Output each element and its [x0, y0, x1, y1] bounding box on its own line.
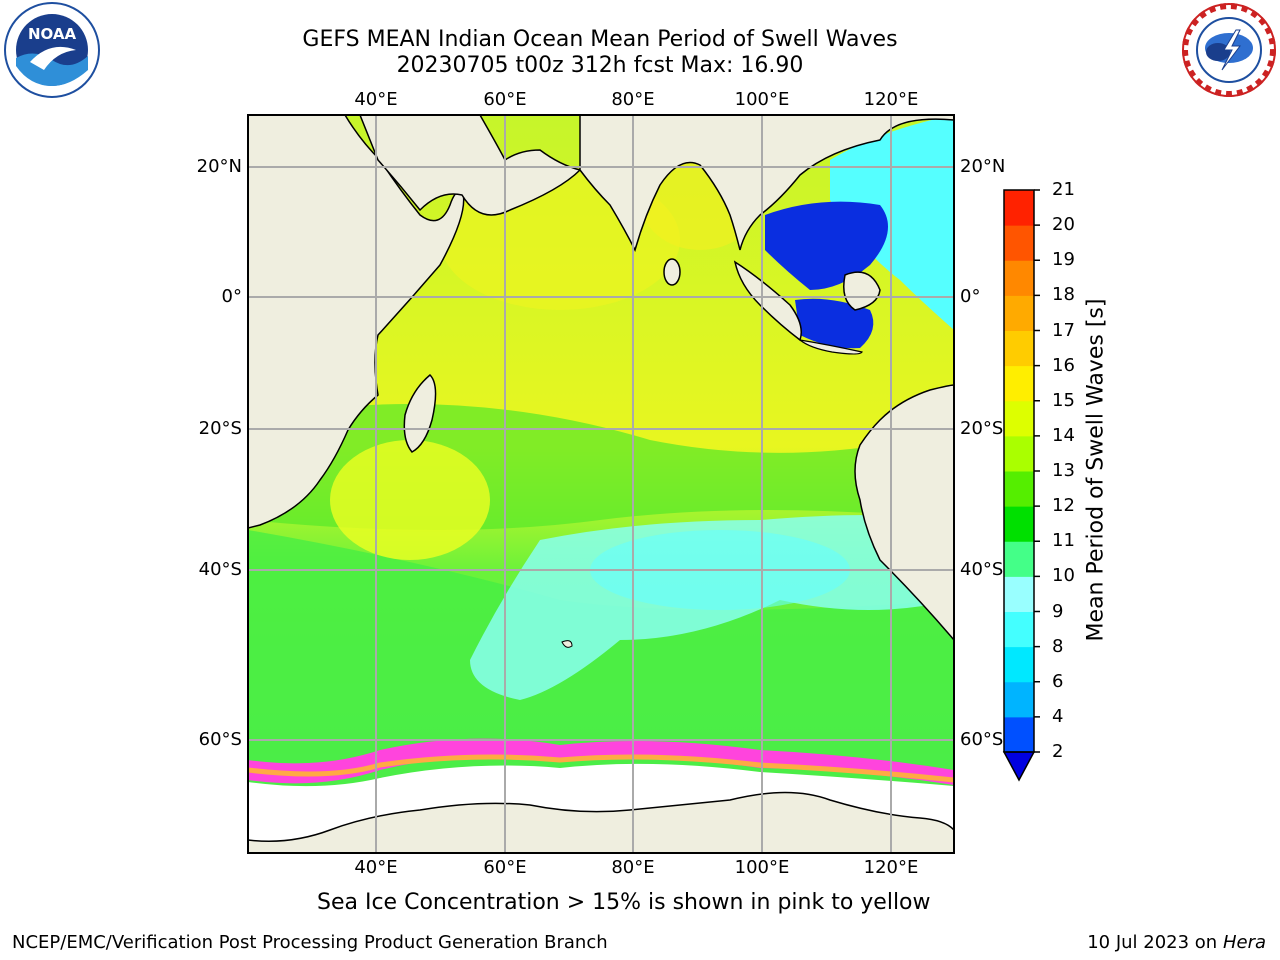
colorbar-tick-label: 8	[1052, 635, 1064, 657]
kerguelen-land	[561, 640, 573, 648]
swell-patch-14s	[330, 440, 490, 560]
africa-land	[248, 115, 465, 529]
sea-ice-edge-inner	[248, 754, 954, 783]
colorbar-tick-label: 21	[1052, 179, 1075, 200]
colorbar-tick-label: 4	[1052, 705, 1064, 727]
lon-label-top-40e: 40°E	[354, 89, 398, 110]
lat-label-left-20s: 20°S	[198, 418, 242, 439]
lat-label-right-0: 0°	[960, 286, 981, 307]
madagascar-land	[403, 373, 437, 453]
lat-label-right-60s: 60°S	[960, 729, 1004, 750]
lon-label-bottom-120e: 120°E	[863, 857, 919, 878]
lon-label-bottom-100e: 100°E	[734, 857, 790, 878]
sri-lanka-land	[663, 258, 681, 286]
colorbar-tick-label: 17	[1052, 319, 1075, 341]
lon-label-top-100e: 100°E	[734, 89, 790, 110]
lat-label-right-20s: 20°S	[960, 418, 1004, 439]
arabia-land	[359, 115, 582, 216]
colorbar-tick-label: 6	[1052, 670, 1064, 692]
java-land	[797, 339, 863, 355]
lon-label-bottom-80e: 80°E	[611, 857, 655, 878]
lat-label-left-40s: 40°S	[198, 559, 242, 580]
noaa-logo: NOAA	[4, 2, 100, 98]
colorbar-tick-label: 20	[1052, 214, 1075, 236]
graticule	[248, 115, 954, 853]
footer-credit: NCEP/EMC/Verification Post Processing Pr…	[12, 932, 608, 953]
colorbar-tick-label: 11	[1052, 530, 1075, 552]
india-se-asia-land	[579, 115, 954, 253]
lon-label-top-120e: 120°E	[863, 89, 919, 110]
colorbar-tick-label: 18	[1052, 284, 1075, 306]
colorbar-tick-label: 15	[1052, 389, 1075, 411]
lat-label-right-20n: 20°N	[960, 156, 1006, 177]
colorbar-tick-label: 9	[1052, 600, 1064, 622]
antarctica-land	[248, 791, 954, 853]
lon-label-top-60e: 60°E	[483, 89, 527, 110]
swell-region-2s-java	[795, 298, 874, 349]
colorbar-tick-label: 12	[1052, 495, 1075, 517]
lon-label-top-80e: 80°E	[611, 89, 655, 110]
sea-ice-edge	[248, 738, 954, 785]
footer-machine: Hera	[1222, 932, 1266, 953]
australia-land	[854, 384, 954, 642]
lat-label-right-40s: 40°S	[960, 559, 1004, 580]
colorbar-tick-label: 13	[1052, 460, 1075, 481]
lat-label-left-0: 0°	[221, 286, 242, 307]
colorbar-tick-label: 14	[1052, 424, 1075, 446]
colorbar-tick-label: 10	[1052, 565, 1075, 587]
lon-label-bottom-60e: 60°E	[483, 857, 527, 878]
lat-label-left-60s: 60°S	[198, 729, 242, 750]
colorbar-label: Mean Period of Swell Waves [s]	[1083, 298, 1109, 642]
colorbar-tick-label: 19	[1052, 249, 1075, 271]
swell-region-2s-scs	[765, 201, 888, 290]
footer-date: 10 Jul 2023 on Hera	[1087, 932, 1266, 953]
lat-label-left-20n: 20°N	[196, 156, 242, 177]
sea-ice-note-text: Sea Ice Concentration > 15% is shown in …	[317, 890, 931, 915]
colorbar-tick-label: 2	[1052, 741, 1064, 762]
chart-title: GEFS MEAN Indian Ocean Mean Period of Sw…	[302, 27, 898, 52]
map-frame	[247, 114, 955, 854]
colorbar-tick-label: 16	[1052, 354, 1075, 376]
noaa-logo-text: NOAA	[28, 25, 77, 43]
nws-logo	[1182, 3, 1276, 97]
footer-date-text: 10 Jul 2023 on	[1087, 932, 1223, 953]
lon-label-bottom-40e: 40°E	[354, 857, 398, 878]
chart-subtitle: 20230705 t00z 312h fcst Max: 16.90	[396, 53, 804, 78]
